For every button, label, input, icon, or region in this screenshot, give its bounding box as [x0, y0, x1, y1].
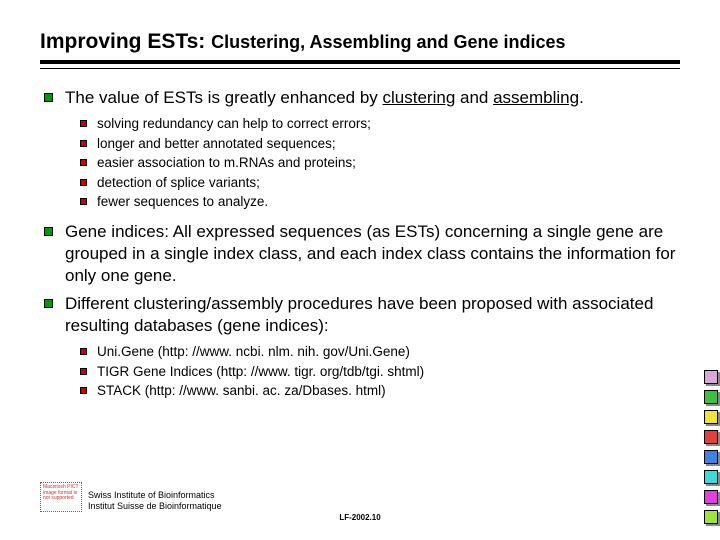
bullet-level1: The value of ESTs is greatly enhanced by… — [40, 87, 680, 109]
text-underline: clustering — [383, 88, 456, 107]
bullet-text: Different clustering/assembly procedures… — [65, 293, 680, 337]
bullet-text: easier association to m.RNAs and protein… — [97, 154, 356, 172]
bullet-square-icon — [80, 140, 87, 147]
color-swatch — [704, 450, 718, 464]
footer: Macintosh PICT image format is not suppo… — [40, 482, 680, 512]
bullet-level2: STACK (http: //www. sanbi. ac. za/Dbases… — [40, 382, 680, 400]
text-fragment: . — [579, 88, 584, 107]
bullet-level1: Gene indices: All expressed sequences (a… — [40, 221, 680, 287]
color-strip — [704, 370, 720, 530]
bullet-square-icon — [44, 93, 53, 102]
institute-line: Swiss Institute of Bioinformatics — [88, 490, 222, 501]
title-subtitle: Clustering, Assembling and Gene indices — [211, 32, 565, 52]
color-swatch — [704, 390, 718, 404]
bullet-text: TIGR Gene Indices (http: //www. tigr. or… — [97, 363, 424, 381]
title-main: Improving ESTs: — [40, 30, 205, 53]
slide: Improving ESTs: Clustering, Assembling a… — [0, 0, 720, 422]
color-swatch — [704, 510, 718, 524]
slide-title: Improving ESTs: Clustering, Assembling a… — [40, 30, 680, 54]
bullet-text: detection of splice variants; — [97, 174, 260, 192]
bullet-text: solving redundancy can help to correct e… — [97, 115, 371, 133]
bullet-level2: easier association to m.RNAs and protein… — [40, 154, 680, 172]
color-swatch — [704, 490, 718, 504]
bullet-square-icon — [80, 198, 87, 205]
bullet-text: STACK (http: //www. sanbi. ac. za/Dbases… — [97, 382, 386, 400]
institute-line: Institut Suisse de Bioinformatique — [88, 501, 222, 512]
bullet-level1: Different clustering/assembly procedures… — [40, 293, 680, 337]
bullet-text: Gene indices: All expressed sequences (a… — [65, 221, 680, 287]
institute-block: Swiss Institute of Bioinformatics Instit… — [88, 490, 222, 513]
bullet-level2: fewer sequences to analyze. — [40, 193, 680, 211]
bullet-level2: solving redundancy can help to correct e… — [40, 115, 680, 133]
reference-code: LF-2002.10 — [339, 513, 380, 522]
color-swatch — [704, 430, 718, 444]
text-fragment: and — [455, 88, 493, 107]
title-rule-thin — [40, 68, 680, 69]
bullet-text: fewer sequences to analyze. — [97, 193, 268, 211]
bullet-text: longer and better annotated sequences; — [97, 135, 336, 153]
bullet-square-icon — [44, 299, 53, 308]
text-underline: assembling — [493, 88, 579, 107]
bullet-level2: TIGR Gene Indices (http: //www. tigr. or… — [40, 363, 680, 381]
title-rule-thick — [40, 60, 680, 64]
bullet-square-icon — [80, 120, 87, 127]
bullet-square-icon — [80, 368, 87, 375]
text-fragment: The value of ESTs is greatly enhanced by — [65, 88, 383, 107]
bullet-square-icon — [80, 179, 87, 186]
bullet-text: Uni.Gene (http: //www. ncbi. nlm. nih. g… — [97, 343, 410, 361]
bullet-square-icon — [44, 227, 53, 236]
color-swatch — [704, 470, 718, 484]
bullet-square-icon — [80, 159, 87, 166]
color-swatch — [704, 370, 718, 384]
bullet-text: The value of ESTs is greatly enhanced by… — [65, 87, 584, 109]
bullet-square-icon — [80, 348, 87, 355]
bullet-square-icon — [80, 387, 87, 394]
color-swatch — [704, 410, 718, 424]
bullet-level2: detection of splice variants; — [40, 174, 680, 192]
logo-placeholder: Macintosh PICT image format is not suppo… — [40, 482, 82, 512]
bullet-level2: Uni.Gene (http: //www. ncbi. nlm. nih. g… — [40, 343, 680, 361]
bullet-level2: longer and better annotated sequences; — [40, 135, 680, 153]
